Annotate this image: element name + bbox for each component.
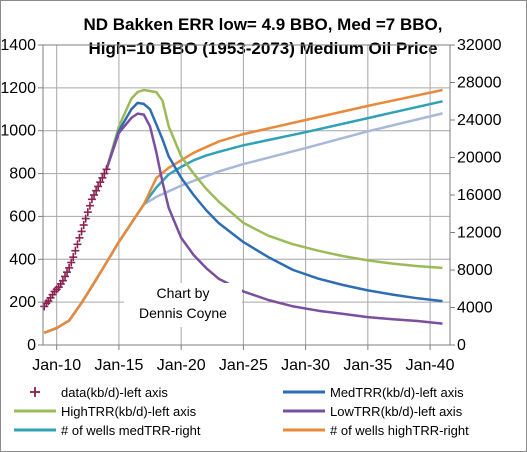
- legend-label: HighTRR(kb/d)-left axis: [61, 404, 197, 419]
- left-tick-label: 0: [27, 337, 36, 354]
- left-tick-label: 600: [9, 208, 36, 225]
- x-axis-ticks: Jan-10 Jan-15 Jan-20 Jan-25 Jan-30 Jan-35 Jan-…: [32, 357, 454, 374]
- x-tick-label: Jan-35: [343, 357, 392, 374]
- right-tick-label: 28000: [457, 75, 502, 92]
- series-line-5: [43, 88, 443, 334]
- legend-item: data(kb/d)-left axis: [30, 385, 168, 400]
- right-tick-label: 16000: [457, 187, 502, 204]
- series-line-1: [105, 101, 443, 303]
- data-point-marker: [98, 173, 107, 182]
- data-point-marker: [77, 227, 86, 236]
- data-point-marker: [92, 186, 101, 195]
- data-point-marker: [58, 276, 67, 285]
- left-tick-label: 200: [9, 294, 36, 311]
- legend-label: MedTRR(kb/d)-left axis: [330, 385, 464, 400]
- data-point-marker: [61, 272, 70, 281]
- data-point-marker: [79, 221, 88, 229]
- data-point-marker: [102, 165, 111, 174]
- chart-title-line-2: High=10 BBO (1953-2073) Medium Oil Price: [88, 39, 437, 58]
- data-point-marker: [67, 258, 76, 267]
- legend-label: # of wells medTRR-right: [61, 423, 201, 438]
- legend-item: HighTRR(kb/d)-left axis: [14, 404, 197, 419]
- data-point-marker: [87, 195, 96, 204]
- left-tick-label: 1200: [0, 80, 36, 97]
- right-tick-label: 4000: [457, 300, 493, 317]
- data-point-marker: [83, 208, 92, 217]
- series-line-2: [105, 88, 443, 270]
- data-point-marker: [63, 268, 72, 277]
- right-tick-label: 32000: [457, 37, 502, 54]
- x-tick-label: Jan-10: [32, 357, 81, 374]
- data-point-marker: [65, 263, 74, 272]
- right-tick-label: 0: [457, 337, 466, 354]
- right-tick-label: 12000: [457, 225, 502, 242]
- series-line-3: [105, 112, 443, 325]
- data-point-marker: [85, 201, 94, 210]
- annotation-line-1: Chart by: [157, 285, 210, 301]
- left-tick-label: 400: [9, 251, 36, 268]
- left-tick-label: 1400: [0, 37, 36, 54]
- legend-label: LowTRR(kb/d)-left axis: [330, 404, 463, 419]
- right-tick-label: 20000: [457, 150, 502, 167]
- legend-label: data(kb/d)-left axis: [61, 385, 168, 400]
- plot-series: [40, 88, 443, 334]
- right-tick-label: 24000: [457, 112, 502, 129]
- annotation-box: Chart by Dennis Coyne: [124, 283, 242, 327]
- x-tick-label: Jan-40: [406, 357, 455, 374]
- chart-title: ND Bakken ERR low= 4.9 BBO, Med =7 BBO, …: [84, 15, 443, 58]
- data-point-marker: [73, 240, 82, 249]
- legend-item: MedTRR(kb/d)-left axis: [283, 385, 464, 400]
- plot-area-border: [42, 44, 451, 346]
- data-point-marker: [75, 233, 84, 242]
- chart-title-line-1: ND Bakken ERR low= 4.9 BBO, Med =7 BBO,: [84, 15, 443, 34]
- data-point-marker: [81, 214, 90, 223]
- x-tick-label: Jan-25: [219, 357, 268, 374]
- annotation-line-2: Dennis Coyne: [139, 305, 227, 321]
- x-tick-label: Jan-20: [157, 357, 206, 374]
- left-tick-label: 800: [9, 166, 36, 183]
- axes: [38, 44, 455, 350]
- legend-label: # of wells highTRR-right: [330, 423, 469, 438]
- x-tick-label: Jan-15: [94, 357, 143, 374]
- annotation-background: [124, 283, 242, 327]
- data-point-marker: [100, 169, 109, 178]
- data-point-marker: [90, 191, 99, 199]
- x-tick-label: Jan-30: [281, 357, 330, 374]
- right-tick-label: 8000: [457, 262, 493, 279]
- gridlines: [43, 44, 450, 346]
- right-axis-ticks: 0 4000 8000 12000 16000 20000 24000 28000 32000: [457, 37, 502, 354]
- legend: data(kb/d)-left axis MedTRR(kb/d)-left ax…: [14, 385, 469, 438]
- data-point-marker: [94, 182, 103, 191]
- data-point-marker: [71, 246, 80, 255]
- legend-item: LowTRR(kb/d)-left axis: [283, 404, 463, 419]
- data-point-marker: [96, 178, 105, 187]
- data-point-marker: [69, 253, 78, 262]
- legend-item: # of wells highTRR-right: [283, 423, 469, 438]
- legend-item: # of wells medTRR-right: [14, 423, 201, 438]
- left-tick-label: 1000: [0, 123, 36, 140]
- left-axis-ticks: 0 200 400 600 800 1000 1200 1400: [0, 37, 36, 354]
